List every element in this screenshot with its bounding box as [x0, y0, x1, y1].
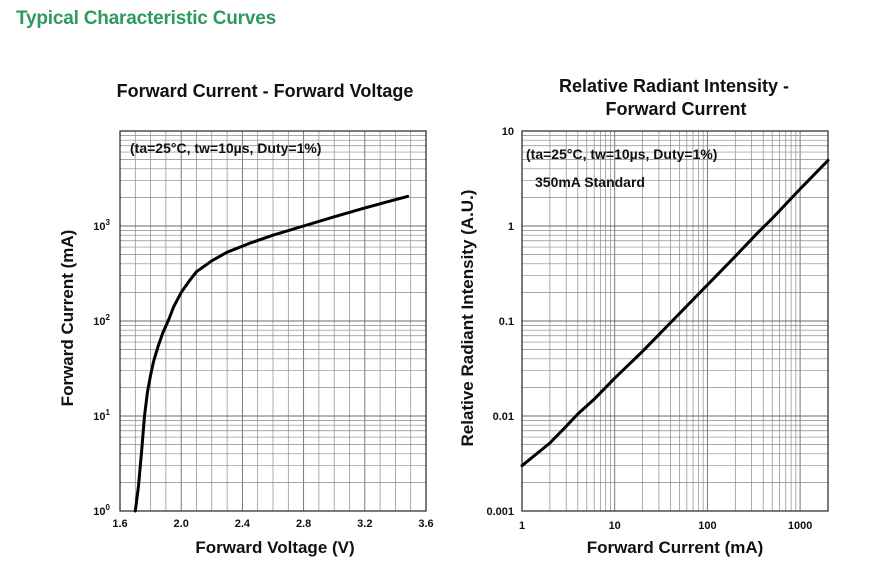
- x-tick-label: 1.6: [112, 518, 127, 530]
- x-tick-label: 2.8: [296, 518, 311, 530]
- chart-title-line-2: Forward Current: [605, 99, 746, 119]
- data-series-line: [133, 194, 410, 513]
- y-tick-labels: 100 101 102 103: [93, 218, 110, 518]
- x-axis-label: Forward Current (mA): [587, 538, 764, 557]
- chart-title-line-1: Relative Radiant Intensity -: [559, 76, 789, 96]
- annotation-standard: 350mA Standard: [535, 174, 645, 190]
- x-tick-labels: 1.6 2.0 2.4 2.8 3.2 3.6: [112, 518, 433, 530]
- y-tick-label: 100: [93, 503, 110, 518]
- x-tick-labels: 1 10 100 1000: [519, 520, 812, 532]
- x-tick-label: 100: [698, 520, 716, 532]
- chart-grid: [119, 131, 427, 512]
- plot-frame: [521, 130, 829, 512]
- chart-relative-intensity-current: Relative Radiant Intensity - Forward Cur…: [458, 76, 830, 557]
- y-axis-label: Forward Current (mA): [58, 230, 77, 407]
- y-tick-label: 0.001: [486, 506, 514, 518]
- y-tick-label: 10: [502, 126, 514, 138]
- chart-title: Forward Current - Forward Voltage: [117, 81, 414, 101]
- y-tick-label: 0.1: [499, 316, 514, 328]
- y-tick-label: 0.01: [493, 411, 514, 423]
- plot-frame: [119, 130, 427, 512]
- data-series-line: [520, 158, 830, 468]
- x-tick-label: 10: [609, 520, 621, 532]
- annotation-conditions: (ta=25°C, tw=10µs, Duty=1%): [526, 146, 717, 162]
- page-heading: Typical Characteristic Curves: [16, 8, 276, 29]
- x-axis-label: Forward Voltage (V): [195, 538, 354, 557]
- x-tick-label: 1000: [788, 520, 812, 532]
- x-tick-label: 1: [519, 520, 525, 532]
- x-tick-label: 3.2: [357, 518, 372, 530]
- y-tick-label: 101: [93, 408, 110, 423]
- annotation-conditions: (ta=25°C, tw=10µs, Duty=1%): [130, 140, 321, 156]
- y-tick-label: 102: [93, 313, 110, 328]
- y-axis-label: Relative Radiant Intensity (A.U.): [458, 190, 477, 447]
- x-tick-label: 2.4: [235, 518, 251, 530]
- y-tick-label: 1: [508, 221, 514, 233]
- x-tick-label: 3.6: [418, 518, 433, 530]
- y-tick-labels: 0.001 0.01 0.1 1 10: [486, 126, 514, 518]
- x-tick-label: 2.0: [174, 518, 189, 530]
- chart-forward-current-voltage: Forward Current - Forward Voltage 1.6 2.0…: [58, 81, 434, 557]
- y-tick-label: 103: [93, 218, 110, 233]
